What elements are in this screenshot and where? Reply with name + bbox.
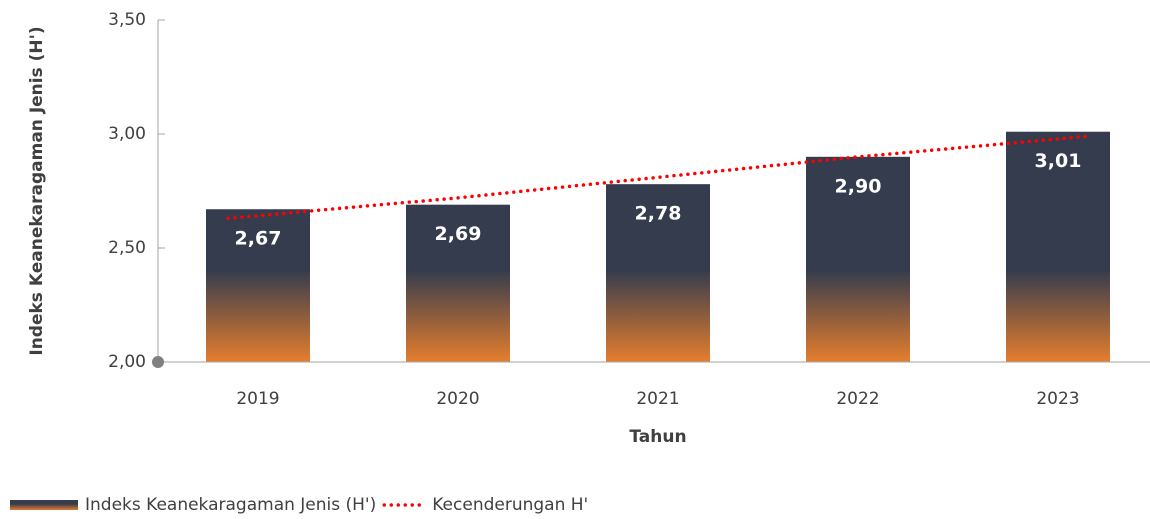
- bar: [406, 204, 510, 362]
- x-axis-title: Tahun: [629, 427, 686, 447]
- value-label: 2,67: [235, 228, 282, 250]
- y-tick-label: 3,00: [108, 124, 146, 144]
- x-tick-label: 2023: [1036, 389, 1079, 409]
- y-tick-label: 2,50: [108, 238, 146, 258]
- legend-label: Indeks Keanekaragaman Jenis (H'): [85, 495, 376, 515]
- x-tick-label: 2021: [636, 389, 679, 409]
- x-tick-label: 2022: [836, 389, 879, 409]
- bar: [806, 156, 910, 362]
- bar: [606, 184, 710, 362]
- value-label: 2,78: [635, 203, 682, 225]
- trend-line: [226, 134, 1090, 221]
- bar: [1006, 131, 1110, 362]
- legend-swatch: [10, 500, 78, 510]
- bar: [206, 209, 310, 362]
- y-axis-title: Indeks Keanekaragaman Jenis (H'): [27, 26, 47, 355]
- value-label: 2,90: [835, 175, 882, 197]
- x-tick-label: 2020: [436, 389, 479, 409]
- axis-origin: [152, 356, 164, 368]
- legend-label: Kecenderungan H': [432, 495, 588, 515]
- y-tick-label: 3,50: [108, 10, 146, 30]
- y-tick-label: 2,00: [108, 352, 146, 372]
- value-label: 3,01: [1035, 150, 1082, 172]
- value-label: 2,69: [435, 223, 482, 245]
- x-tick-label: 2019: [236, 389, 279, 409]
